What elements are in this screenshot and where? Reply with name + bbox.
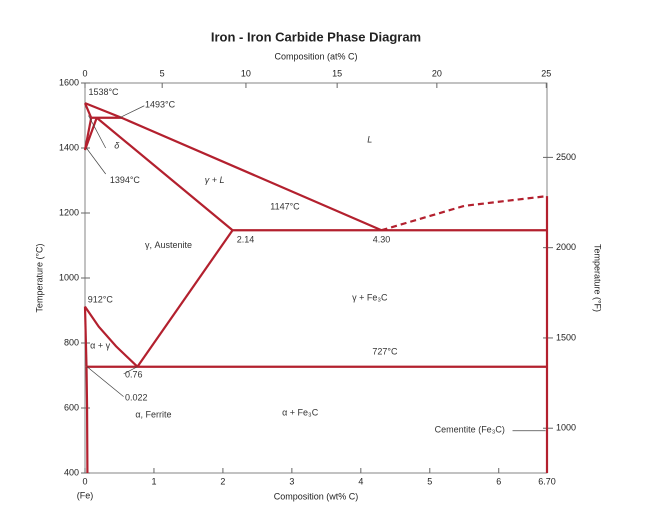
x-tick-label: 4 — [358, 476, 363, 486]
leader-line — [86, 366, 124, 397]
x-origin-note: (Fe) — [77, 490, 94, 500]
annotation: α, Ferrite — [135, 410, 171, 420]
y2-axis-label: Temperature (°F) — [593, 244, 603, 312]
y-tick-label: 400 — [64, 467, 79, 477]
x2-tick-label: 10 — [241, 68, 251, 78]
phase-boundary — [84, 102, 382, 232]
annotation: 4.30 — [373, 234, 391, 244]
annotation: 912°C — [88, 294, 114, 304]
x-tick-label: 6.70 — [538, 476, 556, 486]
y-tick-label: 1400 — [59, 142, 79, 152]
annotation: γ + L — [205, 175, 225, 185]
x2-tick-label: 0 — [82, 68, 87, 78]
annotation: 2.14 — [237, 234, 255, 244]
x-tick-label: 2 — [220, 476, 225, 486]
annotation: δ — [114, 140, 120, 150]
y-tick-label: 1200 — [59, 207, 79, 217]
annotation: 1147°C — [270, 202, 300, 212]
annotation: 1394°C — [110, 175, 141, 185]
phase-boundary — [83, 306, 88, 367]
annotation: L — [367, 134, 372, 144]
phase-boundary — [381, 195, 548, 232]
x2-tick-label: 15 — [332, 68, 342, 78]
leader-line — [88, 115, 106, 149]
x-tick-label: 6 — [496, 476, 501, 486]
x-tick-label: 3 — [289, 476, 294, 486]
x-tick-label: 0 — [82, 476, 87, 486]
annotation: α + Fe₃C — [282, 407, 319, 417]
phase-boundary — [83, 117, 98, 151]
y2-tick-label: 2500 — [556, 152, 576, 162]
x-tick-label: 5 — [427, 476, 432, 486]
x2-axis-label: Composition (at% C) — [274, 51, 357, 61]
phase-boundary — [83, 102, 93, 119]
y-tick-label: 800 — [64, 337, 79, 347]
y-tick-label: 600 — [64, 402, 79, 412]
phase-boundary — [96, 116, 234, 232]
phase-boundary — [84, 305, 139, 368]
y-tick-label: 1000 — [59, 272, 79, 282]
annotation: 0.76 — [125, 370, 143, 380]
y2-tick-label: 1000 — [556, 423, 576, 433]
annotation: 1538°C — [88, 87, 119, 97]
x2-tick-label: 25 — [541, 68, 551, 78]
x-tick-label: 1 — [151, 476, 156, 486]
leader-line — [123, 366, 138, 375]
phase-boundary — [136, 229, 234, 368]
annotation: 1493°C — [145, 99, 176, 109]
y-tick-label: 1600 — [59, 77, 79, 87]
y2-tick-label: 2000 — [556, 242, 576, 252]
annotation: γ, Austenite — [145, 240, 192, 250]
leader-line — [119, 105, 145, 119]
chart-title: Iron - Iron Carbide Phase Diagram — [211, 29, 421, 44]
annotation: Cementite (Fe₃C) — [435, 424, 505, 434]
x2-tick-label: 20 — [432, 68, 442, 78]
annotation: γ + Fe₃C — [352, 293, 388, 303]
annotation: 727°C — [372, 346, 398, 356]
x-axis-label: Composition (wt% C) — [274, 491, 359, 501]
x2-tick-label: 5 — [160, 68, 165, 78]
annotation: 0.022 — [125, 393, 148, 403]
leader-line — [86, 147, 106, 175]
annotation: α + γ — [90, 341, 110, 351]
y-axis-label: Temperature (°C) — [34, 243, 44, 312]
y2-tick-label: 1500 — [556, 332, 576, 342]
phase-boundary — [85, 366, 89, 474]
